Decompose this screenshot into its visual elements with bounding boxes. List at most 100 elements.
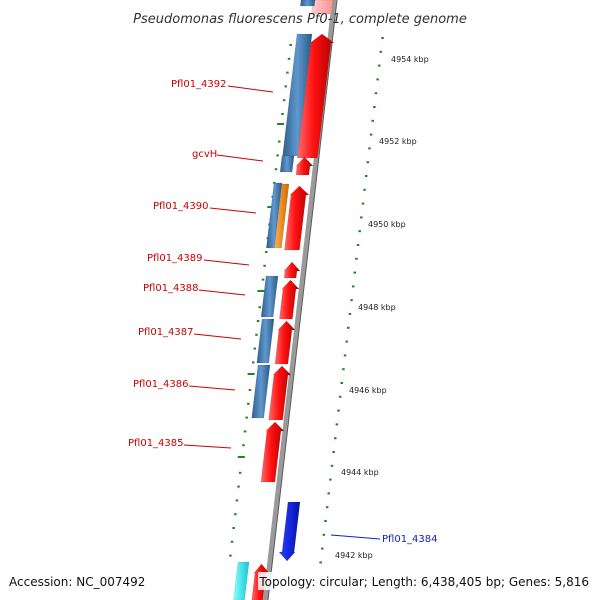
footer-stats-backdrop — [258, 572, 592, 590]
minor-tick — [351, 285, 355, 288]
gene-features — [233, 0, 335, 600]
minor-tick — [337, 409, 340, 412]
label-leader-line — [198, 289, 246, 296]
label-leader-line — [209, 207, 257, 214]
minor-tick — [230, 540, 234, 543]
gene-reverse — [266, 182, 283, 249]
minor-tick — [282, 99, 286, 102]
minor-tick — [369, 133, 373, 136]
minor-tick — [232, 527, 235, 529]
gene-label-pfl01-4384[interactable]: Pfl01_4384 — [382, 534, 438, 545]
gene-label-pfl01-4390[interactable]: Pfl01_4390 — [153, 201, 209, 212]
minor-tick — [327, 492, 330, 495]
minor-tick — [287, 57, 291, 60]
minor-tick — [329, 478, 332, 481]
gene-forward — [274, 320, 296, 365]
minor-tick — [319, 561, 322, 564]
minor-tick — [332, 451, 335, 453]
minor-tick — [242, 444, 245, 447]
genome-backbone — [263, 0, 337, 600]
gene-label-pfl01-4387[interactable]: Pfl01_4387 — [138, 327, 194, 338]
gene-reverse — [300, 0, 316, 7]
minor-tick — [253, 347, 257, 350]
gene-label-pfl01-4386[interactable]: Pfl01_4386 — [133, 379, 189, 390]
map-title: Pseudomonas fluorescens Pf0-1, complete … — [133, 12, 467, 27]
label-leader-line — [227, 85, 274, 93]
minor-tick — [234, 513, 237, 516]
gene-reverse — [279, 155, 295, 173]
label-leader-line — [183, 444, 232, 449]
major-tick — [237, 456, 245, 458]
minor-tick — [377, 64, 381, 67]
minor-tick — [366, 161, 370, 164]
minor-tick — [360, 216, 363, 219]
minor-tick — [371, 119, 374, 122]
label-leader-line — [203, 259, 250, 266]
minor-tick — [286, 71, 289, 74]
label-leaders — [183, 85, 381, 540]
minor-tick — [229, 554, 232, 557]
minor-tick — [324, 520, 327, 522]
minor-tick — [248, 389, 252, 391]
minor-tick — [340, 382, 344, 384]
gene-forward — [295, 156, 314, 176]
major-tick — [277, 123, 285, 125]
scale-label: 4948 kbp — [358, 303, 396, 312]
gene-highlight — [278, 501, 301, 562]
minor-tick — [284, 85, 288, 88]
minor-tick — [350, 299, 353, 302]
label-leader-line — [330, 534, 381, 540]
minor-tick — [322, 533, 326, 536]
scale-label: 4952 kbp — [379, 137, 417, 146]
minor-tick — [361, 202, 365, 205]
minor-tick — [379, 50, 383, 53]
minor-tick — [264, 251, 268, 253]
gene-other — [233, 561, 250, 600]
minor-tick — [263, 264, 266, 267]
minor-tick — [258, 306, 261, 309]
minor-tick — [342, 368, 345, 371]
minor-tick — [325, 506, 329, 509]
minor-tick — [320, 547, 324, 550]
minor-tick — [335, 423, 339, 426]
gene-forward — [279, 279, 300, 320]
gene-label-pfl01-4392[interactable]: Pfl01_4392 — [171, 79, 227, 90]
scale-ticks — [229, 37, 384, 564]
gene-label-pfl01-4389[interactable]: Pfl01_4389 — [147, 253, 203, 264]
minor-tick — [368, 147, 371, 150]
minor-tick — [281, 113, 284, 115]
minor-tick — [274, 168, 278, 171]
label-leader-line — [216, 154, 264, 162]
scale-label: 4942 kbp — [335, 551, 373, 560]
minor-tick — [261, 278, 265, 281]
scale-label: 4944 kbp — [341, 468, 379, 477]
gene-forward — [260, 421, 285, 483]
minor-tick — [373, 106, 376, 108]
minor-tick — [289, 44, 292, 46]
minor-tick — [237, 485, 240, 488]
minor-tick — [243, 430, 247, 433]
accession-text: Accession: NC_007492 — [9, 575, 145, 589]
minor-tick — [363, 188, 366, 191]
gene-rna — [274, 183, 290, 249]
minor-tick — [343, 354, 347, 357]
minor-tick — [374, 92, 378, 95]
gene-forward — [284, 185, 310, 251]
gene-forward — [311, 0, 334, 15]
gene-label-pfl01-4388[interactable]: Pfl01_4388 — [143, 283, 199, 294]
minor-tick — [235, 499, 239, 502]
genome-backbone-edge — [267, 0, 338, 600]
minor-tick — [381, 37, 384, 39]
gene-label-gcvh[interactable]: gcvH — [192, 149, 217, 160]
gene-forward — [268, 365, 292, 421]
minor-tick — [338, 395, 342, 398]
scale-label: 4950 kbp — [368, 220, 406, 229]
minor-tick — [347, 326, 350, 329]
minor-tick — [330, 464, 334, 467]
minor-tick — [334, 437, 337, 440]
minor-tick — [376, 78, 379, 81]
gene-reverse — [282, 33, 313, 157]
minor-tick — [247, 402, 250, 405]
gene-label-pfl01-4385[interactable]: Pfl01_4385 — [128, 438, 184, 449]
